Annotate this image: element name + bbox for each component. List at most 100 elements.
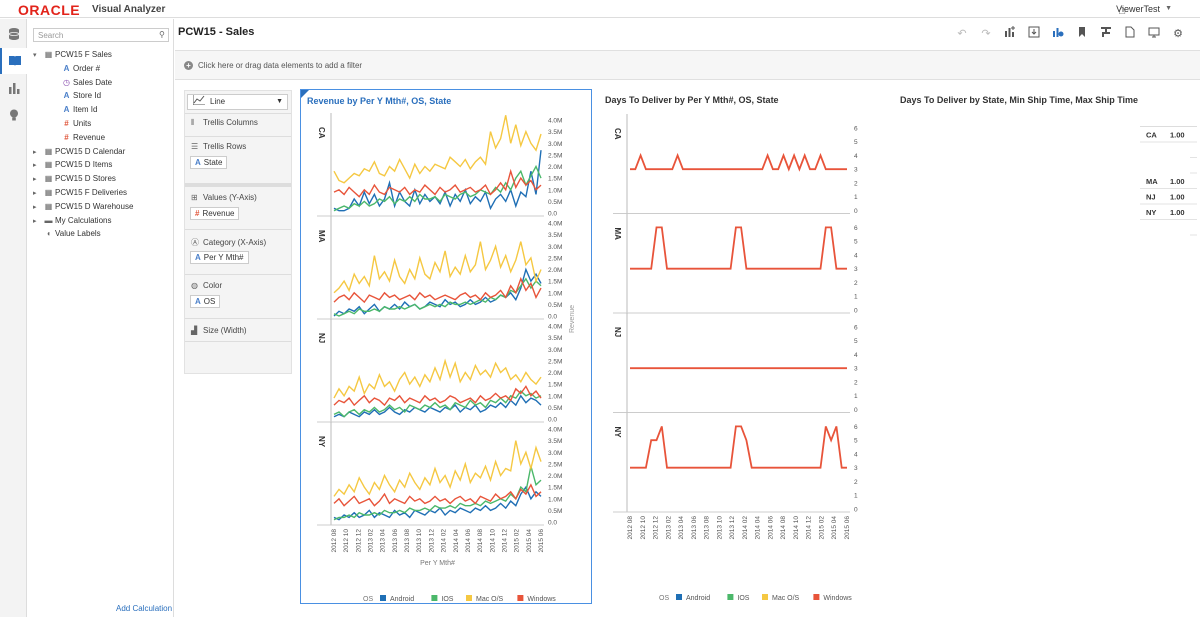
chart-type-selector[interactable]: Line ▼ <box>187 94 288 110</box>
trellis-row-label: MA <box>317 230 326 243</box>
tree-item[interactable]: ▾ ▦ PCW15 F Sales <box>33 48 173 62</box>
x-tick-label: 2014 06 <box>767 516 774 540</box>
tree-item[interactable]: ▸ ▦ PCW15 F Deliveries <box>33 186 173 200</box>
gear-icon[interactable]: ⚙ <box>1173 28 1183 40</box>
tree-item[interactable]: ▸ ▦ PCW15 D Items <box>33 158 173 172</box>
attribute-icon: A <box>195 253 201 262</box>
tree-item[interactable]: # Revenue <box>33 131 173 145</box>
row-header-min-ship: 1.00 <box>1170 193 1185 202</box>
tree-item[interactable]: A Store Id <box>33 89 173 103</box>
values-section[interactable]: ⊞ Values (Y-Axis) # Revenue <box>185 193 291 233</box>
tree-item[interactable]: ▸ ▦ PCW15 D Calendar <box>33 145 173 159</box>
y-tick-label: 0.0 <box>548 417 557 424</box>
values-pill[interactable]: # Revenue <box>190 207 240 220</box>
y-tick-label: 4.0M <box>548 221 562 228</box>
y-tick-label: 1.0M <box>548 290 562 297</box>
revenue-line-chart[interactable]: Revenue by Per Y Mth#, OS, State CA 0.0 0.… <box>300 89 592 604</box>
days-to-deliver-line-chart[interactable]: Days To Deliver by Per Y Mth#, OS, State… <box>600 89 870 604</box>
tree-item[interactable]: # Units <box>33 117 173 131</box>
auto-apply-icon[interactable] <box>1046 26 1070 42</box>
y-tick-label: 2.5M <box>548 255 562 262</box>
series-line-windows <box>333 276 542 304</box>
chevron-right-icon[interactable]: ▸ <box>33 217 37 225</box>
add-visualization-icon[interactable] <box>998 26 1022 42</box>
chevron-right-icon[interactable]: ▸ <box>33 148 37 156</box>
filter-bar[interactable]: + Click here or drag data elements to ad… <box>175 50 1200 80</box>
x-tick-label: 2012 12 <box>355 529 362 553</box>
redo-icon[interactable]: ↷ <box>981 28 991 40</box>
color-pill[interactable]: A OS <box>190 295 221 308</box>
trellis-rows-section[interactable]: ☰ Trellis Rows A State <box>185 142 291 182</box>
legend-label: Windows <box>823 595 852 602</box>
y-tick-label: 0.0 <box>548 314 557 321</box>
y-tick-label: 2.0M <box>548 370 562 377</box>
y-tick-label: 0.5M <box>548 302 562 309</box>
tree-item[interactable]: ◖ Value Labels <box>33 227 173 241</box>
tree-item[interactable]: A Item Id <box>33 103 173 117</box>
x-tick-label: 2015 04 <box>526 529 533 553</box>
x-tick-label: 2013 08 <box>704 516 711 540</box>
present-icon[interactable] <box>1142 26 1166 42</box>
size-section[interactable]: ▟ Size (Width) <box>185 326 291 346</box>
chevron-right-icon[interactable]: ▸ <box>33 203 37 211</box>
insights-icon[interactable] <box>0 102 27 128</box>
y-tick-label: 2.5M <box>548 358 562 365</box>
search-icon[interactable]: ⚲ <box>159 30 165 39</box>
series-line-ios <box>333 390 542 418</box>
values-label: Values (Y-Axis) <box>203 193 257 202</box>
divider <box>185 274 291 275</box>
days-to-deliver-pivot-table[interactable]: Days To Deliver by State, Min Ship Time,… <box>897 89 1197 289</box>
tree-item[interactable]: ▸ ▬ My Calculations <box>33 214 173 228</box>
measure-icon: # <box>195 209 200 218</box>
chevron-right-icon[interactable]: ▸ <box>33 162 37 170</box>
series-line-android <box>333 394 542 418</box>
y-tick-label: 5 <box>854 438 858 445</box>
user-menu[interactable]: ViewerTest <box>1116 4 1160 14</box>
tree-item-label: PCW15 F Deliveries <box>55 187 128 197</box>
y-tick-label: 3 <box>854 167 858 174</box>
visualizations-icon[interactable] <box>0 75 27 101</box>
chevron-down-icon[interactable]: ▼ <box>1165 5 1172 12</box>
tree-item[interactable]: ◷ Sales Date <box>33 76 173 90</box>
y-tick-label: 4.0M <box>548 324 562 331</box>
chevron-right-icon[interactable]: ▸ <box>33 189 37 197</box>
row-header-min-ship: 1.00 <box>1170 177 1185 186</box>
category-section[interactable]: Ⓐ Category (X-Axis) A Per Y Mth# <box>185 237 291 277</box>
undo-icon[interactable]: ↶ <box>957 28 967 40</box>
chevron-down-icon[interactable]: ▾ <box>33 52 37 59</box>
export-icon[interactable] <box>1022 26 1046 42</box>
trellis-columns-section[interactable]: ⦀ Trellis Columns <box>185 118 291 138</box>
tree-item-label: My Calculations <box>55 215 112 225</box>
document-icon[interactable] <box>1118 26 1142 42</box>
bookmark-icon[interactable] <box>1070 26 1094 42</box>
trellis-rows-pill[interactable]: A State <box>190 156 228 169</box>
add-calculation-link[interactable]: Add Calculation <box>116 604 173 613</box>
home-icon[interactable]: ⌂ <box>1118 2 1126 17</box>
x-tick-label: 2013 12 <box>729 516 736 540</box>
tree-item[interactable]: ▸ ▦ PCW15 D Stores <box>33 172 173 186</box>
add-filter-icon[interactable]: + <box>184 61 193 70</box>
color-section[interactable]: ◍ Color A OS <box>185 281 291 321</box>
size-label: Size (Width) <box>203 326 247 335</box>
y-tick-label: 2 <box>854 379 858 386</box>
x-tick-label: 2014 08 <box>477 529 484 553</box>
revenue-chart-svg: CA 0.0 0.5M 1.0M 1.5M 2.0M 2.5M 3.0M 3.5M 4.0M MA 0… <box>317 113 576 603</box>
tree-item[interactable]: ▸ ▦ PCW15 D Warehouse <box>33 200 173 214</box>
x-tick-label: 2013 04 <box>380 529 387 553</box>
chevron-right-icon[interactable]: ▸ <box>33 176 37 184</box>
layout-icon[interactable] <box>1094 26 1118 42</box>
table-icon: ▦ <box>44 50 53 59</box>
search-input[interactable]: Search <box>33 28 169 42</box>
tree-item-label: Store Id <box>73 91 102 101</box>
category-pill[interactable]: A Per Y Mth# <box>190 251 249 264</box>
x-tick-label: 2013 08 <box>404 529 411 553</box>
data-sources-icon[interactable] <box>0 21 27 47</box>
y-tick-label: 2 <box>854 280 858 287</box>
attribute-icon: A <box>195 297 201 306</box>
data-elements-icon[interactable] <box>0 48 27 74</box>
y-tick-label: 1 <box>854 294 858 301</box>
y-tick-label: 3.0M <box>548 450 562 457</box>
tree-item[interactable]: A Order # <box>33 62 173 76</box>
divider <box>185 183 291 187</box>
